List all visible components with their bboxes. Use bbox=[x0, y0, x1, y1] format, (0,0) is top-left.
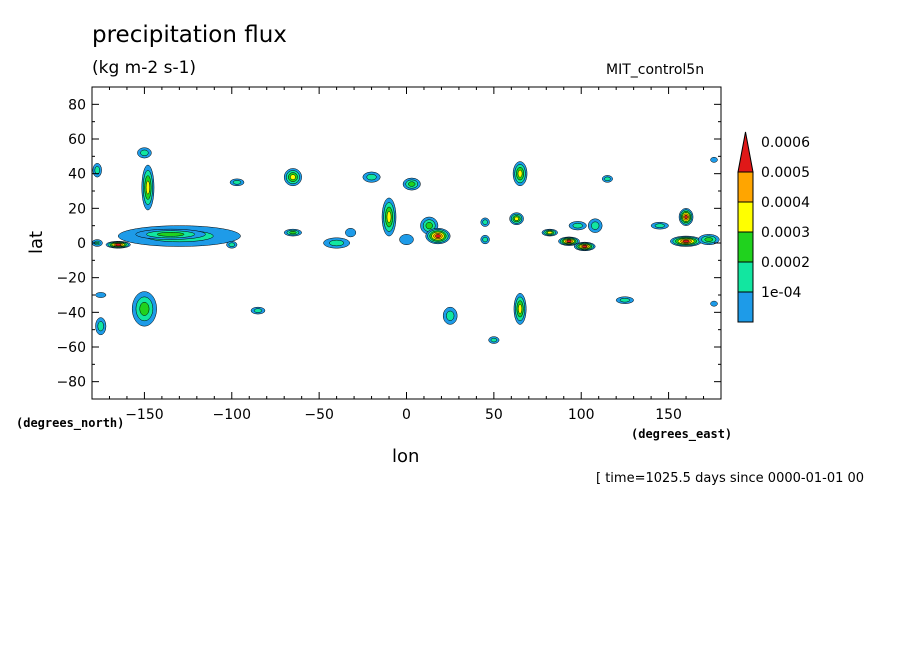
x-tick-label-2: −50 bbox=[304, 407, 334, 423]
y-axis-units: (degrees_north) bbox=[16, 416, 125, 430]
contour-blob-35-level-1 bbox=[604, 176, 611, 182]
contour-blob-3-level-3 bbox=[145, 180, 150, 195]
colorbar-label-0: 1e-04 bbox=[761, 285, 801, 301]
colorbar-label-1: 0.0002 bbox=[761, 255, 810, 271]
contour-blob-21-level-5 bbox=[435, 234, 441, 238]
contour-blob-8-level-1 bbox=[97, 321, 104, 332]
contour-blob-6-level-2 bbox=[156, 232, 185, 237]
contour-blob-16-level-0 bbox=[345, 228, 357, 238]
contour-blob-31-level-5 bbox=[566, 239, 572, 243]
axis-ticks: −150 −100 −50 0 50 100 150 80 60 40 20 0 −20 −40 −60 −8… bbox=[56, 86, 721, 423]
contour-blob-10-level-0 bbox=[95, 292, 107, 298]
contour-blob-13-level-3 bbox=[290, 174, 296, 180]
colorbar-label-3: 0.0004 bbox=[761, 195, 810, 211]
contour-blob-15-level-1 bbox=[329, 239, 345, 247]
y-tick-label-1: 60 bbox=[68, 132, 86, 148]
contour-blob-30-level-3 bbox=[547, 231, 553, 235]
contour-blob-19-level-2 bbox=[408, 181, 416, 187]
y-tick-label-8: −80 bbox=[56, 375, 86, 391]
contour-fields bbox=[92, 147, 720, 344]
x-tick-label-3: 0 bbox=[402, 407, 411, 423]
colorbar-label-2: 0.0003 bbox=[761, 225, 810, 241]
x-tick-label-1: −100 bbox=[213, 407, 251, 423]
y-tick-label-2: 40 bbox=[68, 167, 86, 183]
contour-blob-12-level-1 bbox=[253, 308, 263, 313]
y-tick-label-0: 80 bbox=[68, 97, 86, 113]
dataset-label: MIT_control5n bbox=[606, 62, 705, 78]
chart-title: precipitation flux bbox=[92, 22, 287, 48]
contour-blob-9-level-2 bbox=[139, 301, 150, 316]
colorbar-label-4: 0.0005 bbox=[761, 165, 810, 181]
contour-blob-40-level-2 bbox=[704, 237, 714, 242]
x-tick-label-4: 50 bbox=[485, 407, 503, 423]
contour-blob-29-level-1 bbox=[490, 337, 498, 343]
contour-blob-14-level-2 bbox=[289, 231, 297, 235]
contour-blob-4-level-1 bbox=[140, 149, 149, 157]
x-tick-label-0: −150 bbox=[125, 407, 163, 423]
contour-blob-38-level-5 bbox=[684, 215, 688, 219]
contour-blob-41-level-0 bbox=[710, 156, 718, 163]
x-tick-label-5: 100 bbox=[568, 407, 595, 423]
y-tick-label-5: −20 bbox=[56, 271, 86, 287]
colorbar-segment-5 bbox=[737, 131, 754, 173]
x-axis-units: (degrees_east) bbox=[631, 427, 733, 441]
contour-blob-2-level-5 bbox=[115, 243, 121, 247]
chart-units: (kg m-2 s-1) bbox=[92, 58, 197, 78]
contour-blob-24-level-1 bbox=[482, 219, 488, 225]
y-tick-label-3: 20 bbox=[68, 201, 86, 217]
x-tick-label-6: 150 bbox=[655, 407, 682, 423]
contour-blob-22-level-0 bbox=[399, 234, 414, 245]
contour-blob-36-level-1 bbox=[619, 298, 631, 303]
colorbar-segment-4 bbox=[737, 171, 754, 203]
colorbar-segment-3 bbox=[737, 201, 754, 233]
contour-blob-20-level-2 bbox=[425, 222, 433, 230]
contour-blob-7-level-1 bbox=[228, 242, 235, 247]
contour-blob-23-level-1 bbox=[446, 310, 455, 321]
contour-blob-37-level-1 bbox=[654, 223, 665, 228]
contour-blob-18-level-3 bbox=[386, 211, 392, 223]
y-tick-label-7: −60 bbox=[56, 340, 86, 356]
colorbar-segment-2 bbox=[737, 231, 754, 263]
contour-blob-25-level-1 bbox=[482, 236, 488, 243]
contour-blob-27-level-3 bbox=[514, 216, 519, 221]
colorbar-segment-1 bbox=[737, 261, 754, 293]
timestamp-label: [ time=1025.5 days since 0000-01-01 00 bbox=[596, 471, 865, 486]
contour-blob-26-level-3 bbox=[517, 169, 523, 178]
contour-blob-0-level-1 bbox=[94, 166, 100, 175]
contour-blob-17-level-1 bbox=[366, 173, 377, 181]
contour-blob-33-level-5 bbox=[582, 245, 588, 248]
y-tick-label-4: 0 bbox=[77, 236, 86, 252]
colorbar-label-5: 0.0006 bbox=[761, 135, 810, 151]
contour-blob-42-level-0 bbox=[710, 300, 718, 307]
x-axis-label: lon bbox=[392, 446, 420, 467]
y-tick-label-6: −40 bbox=[56, 305, 86, 321]
contour-blob-32-level-1 bbox=[572, 223, 583, 229]
contour-blob-11-level-1 bbox=[232, 180, 242, 185]
contour-blob-34-level-1 bbox=[591, 221, 600, 230]
contour-blob-28-level-3 bbox=[518, 304, 523, 314]
colorbar: 1e-04 0.0002 0.0003 0.0004 0.0005 0.0006 bbox=[737, 131, 810, 323]
colorbar-segment-0 bbox=[737, 291, 754, 323]
contour-blob-39-level-5 bbox=[682, 239, 690, 243]
